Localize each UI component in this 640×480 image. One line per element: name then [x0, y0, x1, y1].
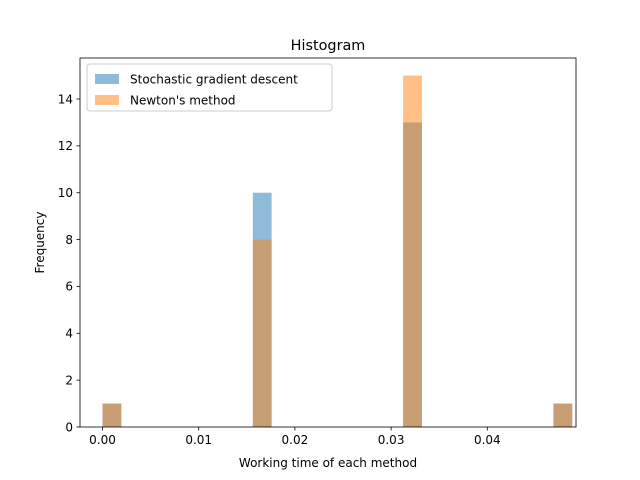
x-tick-label: 0.00 — [89, 433, 116, 447]
y-tick-label: 4 — [65, 327, 73, 341]
legend: Stochastic gradient descent Newton's meth… — [86, 63, 333, 112]
bar-series-1-bin-0 — [102, 403, 122, 427]
y-tick-label: 2 — [65, 373, 73, 387]
x-tick-label: 0.01 — [185, 433, 212, 447]
legend-swatch-1 — [95, 95, 119, 105]
y-tick-label: 0 — [65, 420, 73, 434]
x-axis-label: Working time of each method — [239, 456, 417, 470]
plot-frame — [79, 57, 577, 428]
plot-area — [80, 58, 576, 427]
y-axis-ticks: 0 2 4 6 8 10 12 14 — [58, 92, 80, 434]
y-axis-label: Frequency — [33, 212, 47, 274]
legend-swatch-0 — [95, 74, 119, 84]
y-tick-label: 14 — [58, 92, 73, 106]
legend-label-0: Stochastic gradient descent — [130, 73, 298, 87]
bar-series-1-bin-2 — [403, 75, 422, 428]
y-tick-label: 8 — [65, 233, 73, 247]
x-axis-ticks: 0.00 0.01 0.02 0.03 0.04 — [89, 427, 501, 447]
bar-series-1-bin-1 — [252, 239, 272, 427]
y-tick-label: 6 — [65, 280, 73, 294]
x-tick-label: 0.03 — [378, 433, 405, 447]
x-tick-label: 0.04 — [474, 433, 501, 447]
bar-series-1-bin-3 — [553, 403, 573, 427]
chart-title: Histogram — [291, 38, 366, 54]
x-tick-label: 0.02 — [282, 433, 309, 447]
y-tick-label: 10 — [58, 186, 73, 200]
legend-box — [86, 63, 333, 112]
legend-label-1: Newton's method — [130, 94, 236, 108]
y-tick-label: 12 — [58, 139, 73, 153]
bars-group — [102, 75, 573, 428]
